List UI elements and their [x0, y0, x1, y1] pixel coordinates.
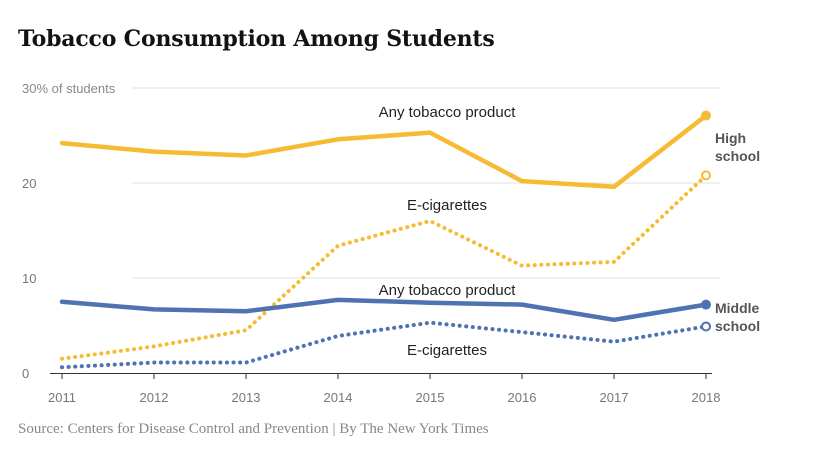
middle-school-any-tobacco-end-marker: [701, 299, 711, 310]
x-tick-label-2011: 2011: [48, 390, 76, 405]
y-tick-label-10: 10: [22, 271, 36, 286]
x-tick-label-2017: 2017: [600, 390, 629, 405]
chart-title: Tobacco Consumption Among Students: [18, 26, 495, 52]
middle-school-e-cigarettes-end-marker: [701, 321, 711, 332]
high-school-group-label-line-1: High: [715, 130, 746, 146]
y-tick-label-20: 20: [22, 176, 36, 191]
high-school-any-tobacco-end-marker: [701, 110, 711, 121]
y-tick-label-0: 0: [22, 366, 29, 381]
y-tick-label-30: 30% of students: [22, 81, 116, 96]
series-lines: [59, 110, 711, 370]
middle-school-e-cigarettes-point-2015: [430, 322, 431, 323]
y-axis: 0 10 20 30% of students: [22, 81, 116, 381]
annotations: Any tobacco product E-cigarettes Any tobac…: [379, 104, 761, 359]
middle-school-e-cigarettes-point-2016: [522, 332, 523, 333]
middle-school-any-tobacco-label: Any tobacco product: [379, 282, 517, 299]
high-school-any-tobacco-label: Any tobacco product: [379, 104, 517, 121]
high-school-e-cigarettes-end-marker: [701, 170, 711, 181]
x-tick-label-2015: 2015: [416, 390, 445, 405]
middle-school-e-cigarettes-label: E-cigarettes: [407, 342, 487, 359]
high-school-e-cigarettes-label: E-cigarettes: [407, 197, 487, 214]
x-tick-label-2014: 2014: [324, 390, 353, 405]
x-tick-label-2018: 2018: [692, 390, 721, 405]
high-school-group-label-line-2: school: [715, 148, 760, 164]
middle-school-e-cigarettes-point-2014: [338, 335, 339, 336]
x-tick-label-2012: 2012: [140, 390, 169, 405]
high-school-e-cigarettes-line: [60, 173, 708, 361]
middle-school-e-cigarettes-point-2017: [614, 341, 615, 342]
high-school-any-tobacco-line: [59, 113, 709, 190]
x-axis: 2011 2012 2013 2014 2015 2016 2017 2018: [48, 373, 720, 405]
middle-school-e-cigarettes-line: [60, 320, 708, 370]
x-tick-label-2016: 2016: [508, 390, 537, 405]
middle-school-group-label-line-2: school: [715, 318, 760, 334]
middle-school-group-label-line-1: Middle: [715, 300, 760, 316]
high-school-e-cigarettes-point-2015: [430, 221, 431, 222]
x-tick-label-2013: 2013: [232, 390, 261, 405]
middle-school-any-tobacco-line: [59, 297, 709, 323]
source-note: Source: Centers for Disease Control and …: [18, 421, 489, 437]
